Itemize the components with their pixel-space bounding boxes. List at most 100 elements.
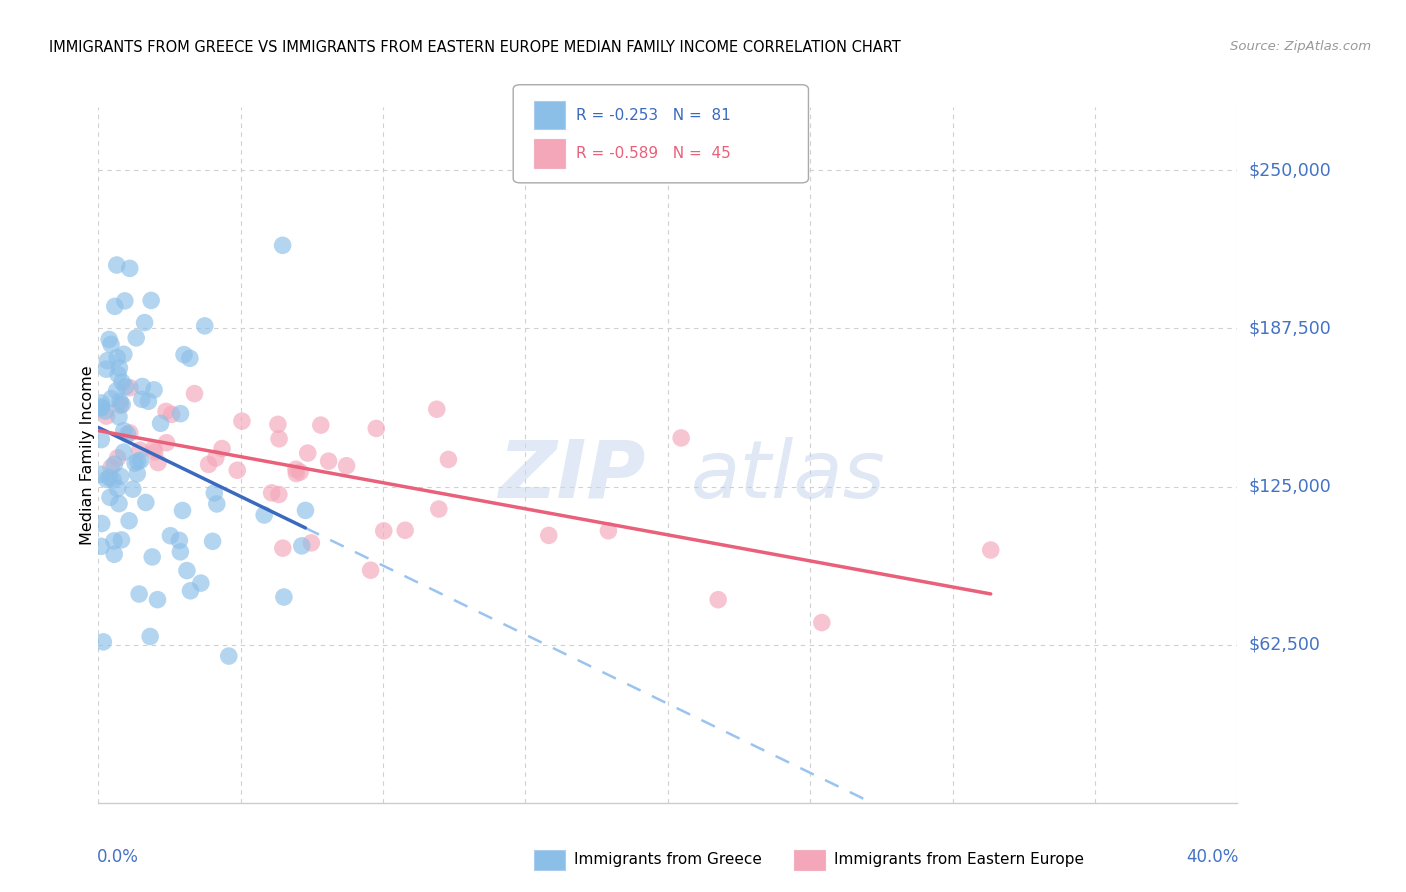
Point bbox=[100, 460, 122, 475]
Point bbox=[284, 462, 307, 476]
Point bbox=[142, 442, 165, 456]
Point bbox=[111, 397, 134, 411]
Point bbox=[194, 318, 217, 333]
Point bbox=[294, 503, 316, 517]
Point bbox=[211, 442, 233, 456]
Point bbox=[426, 402, 449, 417]
Point bbox=[107, 368, 129, 382]
Point bbox=[90, 467, 112, 482]
Point bbox=[169, 407, 191, 421]
Point bbox=[118, 261, 141, 276]
Point bbox=[94, 404, 117, 418]
Point bbox=[299, 536, 322, 550]
Text: ZIP: ZIP bbox=[498, 437, 645, 515]
Point bbox=[131, 379, 153, 393]
Point bbox=[96, 353, 118, 368]
Point bbox=[273, 590, 295, 604]
Point bbox=[146, 456, 169, 470]
Point bbox=[149, 417, 172, 431]
Point bbox=[135, 495, 157, 509]
Point bbox=[373, 524, 395, 538]
Point bbox=[204, 451, 226, 466]
Point bbox=[267, 417, 290, 432]
Text: Immigrants from Eastern Europe: Immigrants from Eastern Europe bbox=[834, 853, 1084, 867]
Point bbox=[120, 381, 142, 395]
Point bbox=[179, 351, 201, 366]
Point bbox=[366, 421, 388, 435]
Point bbox=[271, 238, 294, 252]
Point bbox=[159, 529, 181, 543]
Point bbox=[427, 502, 450, 516]
Point bbox=[218, 648, 240, 663]
Point bbox=[169, 545, 191, 559]
Point bbox=[288, 465, 311, 479]
Point bbox=[103, 473, 125, 487]
Point bbox=[173, 348, 195, 362]
Point bbox=[98, 491, 121, 505]
Point bbox=[253, 508, 276, 522]
Point bbox=[110, 398, 132, 412]
Point bbox=[103, 547, 125, 561]
Point bbox=[98, 333, 121, 347]
Point bbox=[437, 452, 460, 467]
Text: Source: ZipAtlas.com: Source: ZipAtlas.com bbox=[1230, 40, 1371, 54]
Text: R = -0.253   N =  81: R = -0.253 N = 81 bbox=[576, 108, 731, 122]
Point bbox=[127, 467, 149, 481]
Point bbox=[121, 482, 143, 496]
Point bbox=[179, 583, 201, 598]
Text: $62,500: $62,500 bbox=[1249, 636, 1320, 654]
Point bbox=[980, 543, 1002, 558]
Point bbox=[267, 432, 290, 446]
Point bbox=[111, 375, 134, 389]
Text: R = -0.589   N =  45: R = -0.589 N = 45 bbox=[576, 146, 731, 161]
Point bbox=[114, 380, 136, 394]
Point bbox=[118, 514, 141, 528]
Point bbox=[91, 635, 114, 649]
Point bbox=[125, 331, 148, 345]
Point bbox=[394, 523, 416, 537]
Point bbox=[128, 587, 150, 601]
Point bbox=[291, 539, 314, 553]
Point bbox=[118, 425, 141, 440]
Text: IMMIGRANTS FROM GREECE VS IMMIGRANTS FROM EASTERN EUROPE MEDIAN FAMILY INCOME CO: IMMIGRANTS FROM GREECE VS IMMIGRANTS FRO… bbox=[49, 40, 901, 55]
Point bbox=[110, 533, 132, 547]
Point bbox=[112, 347, 135, 361]
Point bbox=[134, 316, 156, 330]
Point bbox=[141, 293, 163, 308]
Point bbox=[139, 630, 162, 644]
Point bbox=[108, 360, 131, 375]
Point bbox=[105, 351, 128, 365]
Point bbox=[707, 592, 730, 607]
Point bbox=[183, 386, 205, 401]
Point bbox=[103, 457, 125, 471]
Point bbox=[537, 528, 560, 542]
Point bbox=[105, 384, 128, 398]
Point bbox=[172, 503, 194, 517]
Point bbox=[100, 392, 122, 406]
Point bbox=[96, 473, 118, 487]
Point bbox=[127, 454, 149, 468]
Point bbox=[190, 576, 212, 591]
Point bbox=[197, 458, 219, 472]
Point bbox=[160, 408, 183, 422]
Point bbox=[90, 516, 112, 531]
Point bbox=[107, 482, 129, 496]
Point bbox=[129, 443, 152, 458]
Point bbox=[143, 383, 166, 397]
Text: $125,000: $125,000 bbox=[1249, 477, 1331, 496]
Point bbox=[108, 394, 131, 409]
Y-axis label: Median Family Income: Median Family Income bbox=[80, 365, 94, 545]
Point bbox=[124, 456, 146, 470]
Point bbox=[90, 401, 112, 415]
Point bbox=[104, 299, 127, 313]
Point bbox=[108, 409, 131, 424]
Point bbox=[110, 469, 132, 483]
Point bbox=[598, 524, 620, 538]
Point bbox=[267, 487, 290, 501]
Point bbox=[96, 362, 118, 376]
Point bbox=[105, 258, 128, 272]
Point bbox=[90, 400, 112, 414]
Point bbox=[112, 445, 135, 459]
Point bbox=[107, 450, 129, 465]
Point bbox=[141, 549, 163, 564]
